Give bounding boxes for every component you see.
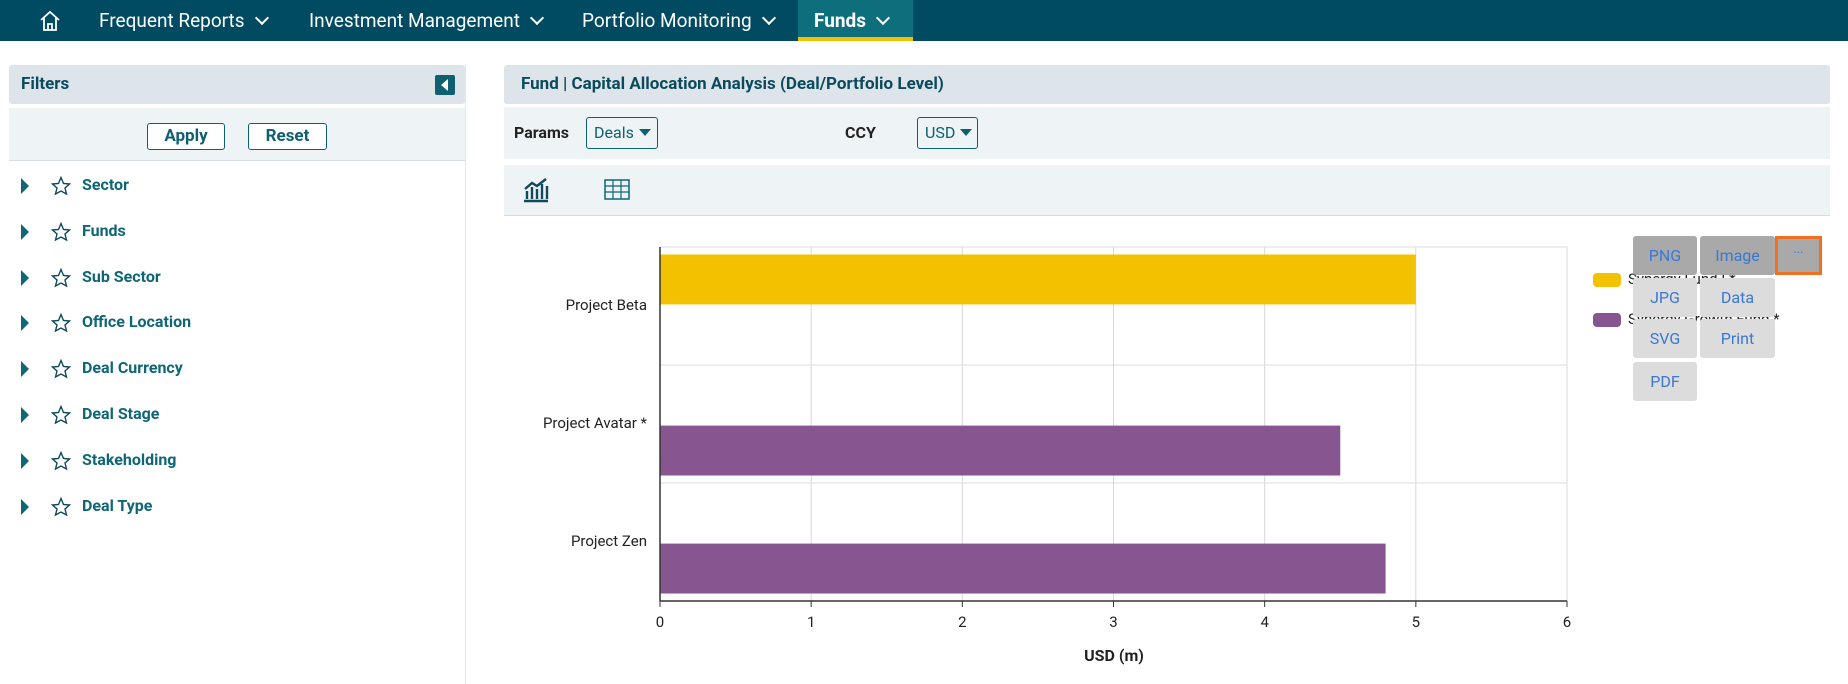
nav-item[interactable]: Frequent Reports: [99, 0, 267, 41]
filter-item[interactable]: Stakeholding: [82, 450, 177, 469]
report-header: Fund | Capital Allocation Analysis (Deal…: [504, 65, 1830, 104]
favorite-star[interactable]: [51, 451, 71, 471]
filter-item[interactable]: Deal Currency: [82, 358, 183, 377]
filters-panel: [9, 64, 466, 684]
favorite-star[interactable]: [51, 222, 71, 242]
collapse-button[interactable]: [435, 75, 455, 95]
y-tick-label: Project Zen: [571, 532, 647, 550]
x-tick-label: 2: [958, 613, 966, 631]
favorite-star[interactable]: [51, 405, 71, 425]
expand-arrow[interactable]: [21, 315, 29, 331]
filter-item[interactable]: Funds: [82, 221, 126, 240]
home-icon[interactable]: [38, 9, 62, 33]
filters-header: Filters: [9, 65, 465, 104]
export-option[interactable]: PNG: [1633, 236, 1697, 275]
filter-actions: [9, 108, 465, 161]
expand-arrow[interactable]: [21, 407, 29, 423]
favorite-star[interactable]: [51, 268, 71, 288]
y-tick-label: Project Beta: [566, 296, 647, 314]
x-tick-label: 5: [1412, 613, 1420, 631]
bar: [660, 425, 1341, 476]
export-option[interactable]: Image: [1700, 236, 1775, 275]
filter-item[interactable]: Deal Stage: [82, 404, 160, 423]
expand-arrow[interactable]: [21, 178, 29, 194]
x-axis-title: USD (m): [1084, 646, 1144, 665]
x-tick-label: 1: [807, 613, 815, 631]
report-title: Fund | Capital Allocation Analysis (Deal…: [521, 74, 944, 94]
nav-item[interactable]: Portfolio Monitoring: [582, 0, 774, 41]
expand-arrow[interactable]: [21, 453, 29, 469]
view-toolbar: [504, 165, 1830, 216]
export-option[interactable]: Data: [1700, 278, 1775, 317]
x-tick-label: 3: [1109, 613, 1117, 631]
export-option[interactable]: Print: [1700, 319, 1775, 358]
params-bar: Params Deals CCY USD: [504, 107, 1830, 159]
expand-arrow[interactable]: [21, 499, 29, 515]
y-tick-label: Project Avatar *: [543, 414, 648, 432]
expand-arrow[interactable]: [21, 361, 29, 377]
ccy-label: CCY: [845, 123, 876, 142]
legend-swatch: [1593, 273, 1621, 287]
export-option[interactable]: JPG: [1633, 278, 1697, 317]
x-tick-label: 6: [1563, 613, 1571, 631]
nav-item[interactable]: Investment Management: [309, 0, 542, 41]
export-option[interactable]: ···: [1775, 236, 1822, 275]
ccy-select[interactable]: USD: [917, 117, 978, 149]
params-select[interactable]: Deals: [586, 117, 658, 149]
filters-title: Filters: [21, 74, 70, 94]
expand-arrow[interactable]: [21, 270, 29, 286]
filter-item[interactable]: Sub Sector: [82, 267, 161, 286]
x-tick-label: 0: [656, 613, 664, 631]
reset-button[interactable]: Reset: [248, 123, 327, 150]
filter-item[interactable]: Deal Type: [82, 496, 153, 515]
params-label: Params: [514, 123, 570, 142]
favorite-star[interactable]: [51, 359, 71, 379]
filter-item[interactable]: Sector: [82, 175, 129, 194]
nav-item[interactable]: Funds: [814, 0, 888, 41]
bar: [660, 543, 1386, 594]
filter-item[interactable]: Office Location: [82, 312, 192, 331]
favorite-star[interactable]: [51, 176, 71, 196]
favorite-star[interactable]: [51, 313, 71, 333]
expand-arrow[interactable]: [21, 224, 29, 240]
favorite-star[interactable]: [51, 497, 71, 517]
table-view-icon[interactable]: [604, 179, 630, 201]
legend-swatch: [1593, 313, 1621, 327]
export-option[interactable]: SVG: [1633, 319, 1697, 358]
x-tick-label: 4: [1260, 613, 1269, 631]
apply-button[interactable]: Apply: [147, 123, 225, 150]
top-nav: Frequent Reports Investment Management P…: [0, 0, 1848, 41]
chart-view-icon[interactable]: [522, 177, 550, 203]
export-option[interactable]: PDF: [1633, 362, 1697, 401]
bar: [660, 254, 1416, 305]
